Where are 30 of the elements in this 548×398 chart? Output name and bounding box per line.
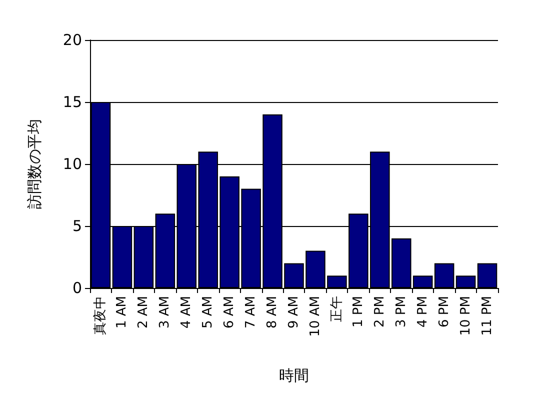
x-tick-label: 6 PM [436, 296, 452, 328]
x-tick-label: 11 PM [480, 296, 495, 336]
x-tick-label: 1 PM [350, 296, 366, 328]
bar [434, 263, 454, 288]
x-tick-label: 2 AM [136, 296, 152, 329]
y-tick-label: 20 [62, 31, 82, 49]
x-tick-label: 7 AM [244, 296, 259, 329]
x-tick-label: 正午 [329, 296, 344, 322]
x-tick-label: 1 AM [114, 296, 130, 329]
x-tick-label: 3 AM [158, 296, 173, 329]
x-tick-label: 10 AM [308, 296, 323, 337]
x-tick-label: 2 PM [372, 296, 388, 328]
x-tick-label: 10 PM [458, 296, 474, 336]
x-axis-title: 時間 [279, 366, 309, 384]
y-tick-label: 15 [62, 93, 82, 111]
y-tick-label: 10 [62, 155, 82, 173]
bar [477, 263, 498, 288]
y-axis-title: 訪問数の平均 [26, 119, 44, 209]
x-tick-label: 9 AM [286, 296, 302, 329]
bar [456, 276, 476, 288]
x-tick-label: 8 AM [265, 296, 280, 329]
bar [412, 276, 433, 288]
x-tick-label: 4 AM [179, 296, 194, 329]
x-tick-label: 3 PM [394, 296, 409, 328]
x-tick-label: 4 PM [415, 296, 430, 328]
y-tick-label: 0 [72, 279, 82, 297]
y-tick-label: 5 [72, 217, 82, 235]
x-tick-label: 真夜中 [92, 296, 108, 335]
x-tick-label: 6 AM [222, 296, 238, 329]
x-tick-label: 5 AM [200, 296, 216, 329]
